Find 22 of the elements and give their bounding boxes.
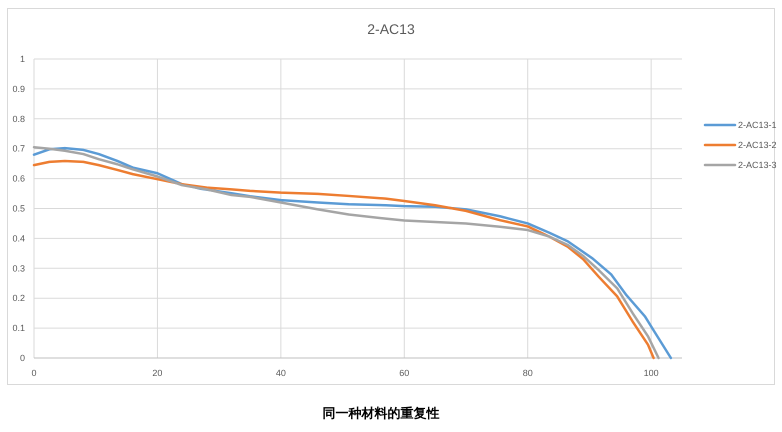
y-tick-label: 1 [20, 54, 25, 64]
y-tick-label: 0.2 [12, 293, 25, 304]
legend-label: 2-AC13-2 [738, 140, 777, 150]
y-tick-label: 0 [20, 353, 25, 363]
x-tick-label: 20 [152, 368, 162, 378]
chart-title: 2-AC13 [367, 21, 415, 37]
legend-label: 2-AC13-3 [738, 160, 777, 170]
x-tick-label: 0 [31, 368, 37, 378]
x-tick-label: 80 [522, 368, 533, 378]
y-tick-label: 0.1 [12, 323, 25, 334]
y-tick-label: 0.9 [12, 84, 25, 94]
x-tick-label: 60 [399, 368, 410, 378]
y-tick-label: 0.3 [12, 263, 25, 274]
y-tick-label: 0.5 [12, 204, 25, 214]
y-tick-label: 0.6 [12, 174, 25, 184]
text: 同一种材料的重复性 [322, 406, 440, 420]
y-tick-label: 0.7 [12, 144, 25, 154]
y-tick-label: 0.8 [12, 114, 25, 124]
x-tick-label: 40 [276, 368, 286, 378]
y-tick-label: 0.4 [12, 233, 25, 244]
x-tick-label: 100 [644, 368, 659, 378]
legend-label: 2-AC13-1 [738, 120, 777, 130]
